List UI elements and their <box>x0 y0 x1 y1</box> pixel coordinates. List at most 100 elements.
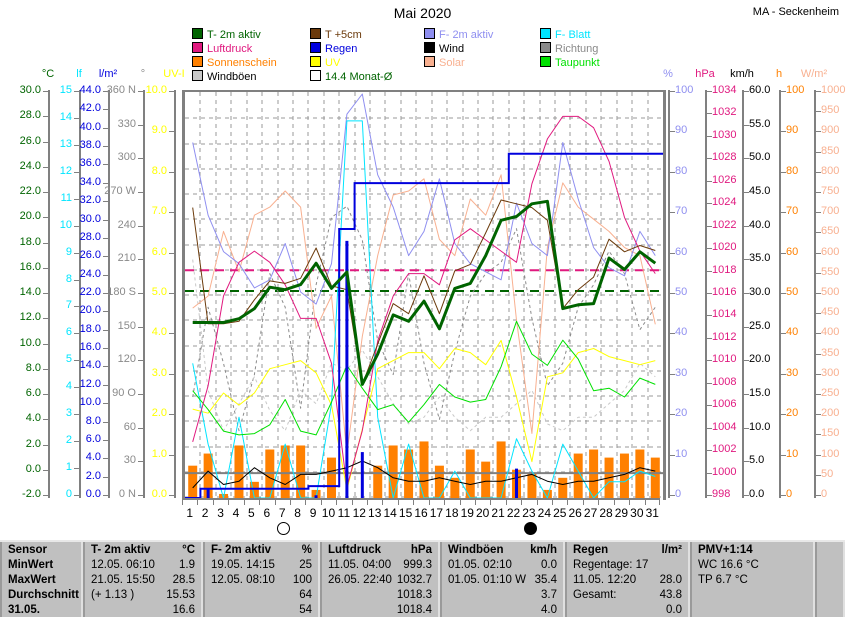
axis-unit-label: hPa <box>695 68 715 80</box>
axis-tick-mark <box>744 427 749 429</box>
x-axis-day-label: 29 <box>614 506 629 520</box>
axis-tick-label: 26.0 <box>19 134 41 147</box>
axis-tick-mark <box>103 421 108 423</box>
axis-tick-label: 24.0 <box>19 159 41 172</box>
legend-item-t-2m-aktiv: T- 2m aktiv <box>192 28 261 42</box>
axis-tick-label: 1006 <box>712 398 737 411</box>
axis-tick-mark <box>816 171 821 173</box>
axis-tick-mark <box>744 495 749 496</box>
axis-tick-label: 20.0 <box>19 210 41 223</box>
axis-tick-label: 6.0 <box>85 432 101 445</box>
axis-tick-label: 400 <box>821 326 840 339</box>
axis-tick-mark <box>169 414 174 416</box>
x-axis-day-label: 20 <box>475 506 490 520</box>
axis-tick-mark <box>707 427 712 429</box>
table-row: Gesamt: 43.8 <box>567 589 688 604</box>
axis-tick-mark <box>816 192 821 193</box>
axis-tick-mark <box>43 141 48 143</box>
table-cell-value: 64 <box>299 589 312 601</box>
axis-tick-mark <box>707 472 712 474</box>
axis-tick-mark <box>781 293 786 294</box>
legend-item-taupunkt: Taupunkt <box>540 56 600 70</box>
axis-tick-label: 4.0 <box>85 451 101 464</box>
axis-tick-mark <box>169 333 174 335</box>
axis-tick-label: 600 <box>821 245 840 258</box>
axis-tick-mark <box>74 117 79 119</box>
axis-tick-mark <box>138 427 143 429</box>
table-cell-value: 0.0 <box>666 604 682 616</box>
axis-tick-mark <box>103 127 108 129</box>
axis-tick-mark <box>43 267 48 269</box>
axis-tick-mark <box>138 91 143 92</box>
axis-tick-label: 30 <box>786 366 799 379</box>
table-column-header: Windböen km/h <box>442 544 563 559</box>
axis-tick-label: 0.0 <box>25 462 41 475</box>
x-tick-mark <box>290 500 291 505</box>
axis-tick-mark <box>707 293 712 294</box>
axis-tick-mark <box>169 373 174 375</box>
x-axis-line <box>182 498 660 500</box>
axis-tick-mark <box>103 384 108 386</box>
table-cell: 31.05. <box>8 604 40 616</box>
legend-item-label: UV <box>325 57 341 69</box>
x-axis-day-label: 30 <box>630 506 644 520</box>
axis-tick-mark <box>169 495 174 496</box>
axis-tick-mark <box>138 326 143 328</box>
axis-tick-mark <box>744 326 749 328</box>
legend: T- 2m aktiv T +5cm F- 2m aktiv F- Blatt Luft… <box>192 28 662 84</box>
x-tick-mark <box>275 500 276 505</box>
axis-tick-mark <box>43 444 48 446</box>
axis-tick-mark <box>744 225 749 227</box>
table-row: 12.05. 08:10 100 <box>205 574 318 589</box>
axis-tick-label: 250 <box>821 387 840 399</box>
axis-tick-label: 9.0 <box>151 124 167 137</box>
table-cell-value: 100 <box>292 574 312 586</box>
x-axis-day-label: 28 <box>599 506 613 520</box>
table-row: 64 <box>205 589 318 604</box>
table-cell-label: Regentage: 17 <box>573 559 649 571</box>
axis-tick-label: 38.0 <box>79 139 101 152</box>
x-axis: 1 2 3 4 5 6 7 8 9 10 11 12 13 14 15 16 17 18 19 20 21 22 23 24 2… <box>182 498 660 535</box>
axis-tick-label: 15.0 <box>749 387 771 399</box>
axis-tick-label: 5.0 <box>749 454 765 467</box>
table-row: 26.05. 22:40 1032.7 <box>322 574 438 589</box>
legend-item-label: Luftdruck <box>207 43 253 55</box>
table-row: 1018.4 <box>322 604 438 619</box>
axis-tick-mark <box>670 333 675 335</box>
axis-tick-label: 26.0 <box>79 249 101 262</box>
table-header-label: Sensor <box>8 544 47 556</box>
x-tick-mark <box>645 500 646 505</box>
axis-tick-mark <box>103 256 108 258</box>
axis-tick-mark <box>74 144 79 146</box>
axis-tick-label: 4.0 <box>151 326 167 339</box>
axis-tick-label: 0 <box>675 488 682 500</box>
axis-tick-mark <box>816 111 821 113</box>
legend-swatch-icon <box>540 42 551 53</box>
axis-tick-mark <box>43 368 48 370</box>
table-cell-value: 28.0 <box>659 574 682 586</box>
table-cell: MaxWert <box>8 574 56 586</box>
axis-tick-label: 550 <box>821 265 840 278</box>
axis-tick-mark <box>816 454 821 456</box>
axis-tick-label: 3 <box>65 407 72 420</box>
axis-tick-label: 270 W <box>104 185 136 197</box>
axis-tick-label: 2.0 <box>85 469 101 482</box>
axis-tick-label: 50.0 <box>749 151 771 164</box>
axis-tick-label: 120 <box>117 353 136 366</box>
axis-tick-label: 14.0 <box>79 359 101 372</box>
table-column-header: Regen l/m² <box>567 544 688 559</box>
x-axis-day-label: 27 <box>583 506 598 520</box>
axis-tick-mark <box>103 403 108 405</box>
x-axis-day-label: 17 <box>429 506 444 520</box>
axis-tick-mark <box>670 414 675 416</box>
axis-tick-mark <box>816 313 821 315</box>
axis-tick-mark <box>103 495 108 496</box>
axis-tick-label: 1.0 <box>151 447 167 460</box>
table-column-header: F- 2m aktiv% <box>205 544 318 559</box>
axis-tick-label: 10 <box>786 447 799 460</box>
x-tick-mark <box>475 500 476 505</box>
axis-tick-label: 10.0 <box>19 336 41 349</box>
axis-tick-label: 10.0 <box>749 420 771 433</box>
table-row: WC 16.6 °C <box>692 559 813 574</box>
